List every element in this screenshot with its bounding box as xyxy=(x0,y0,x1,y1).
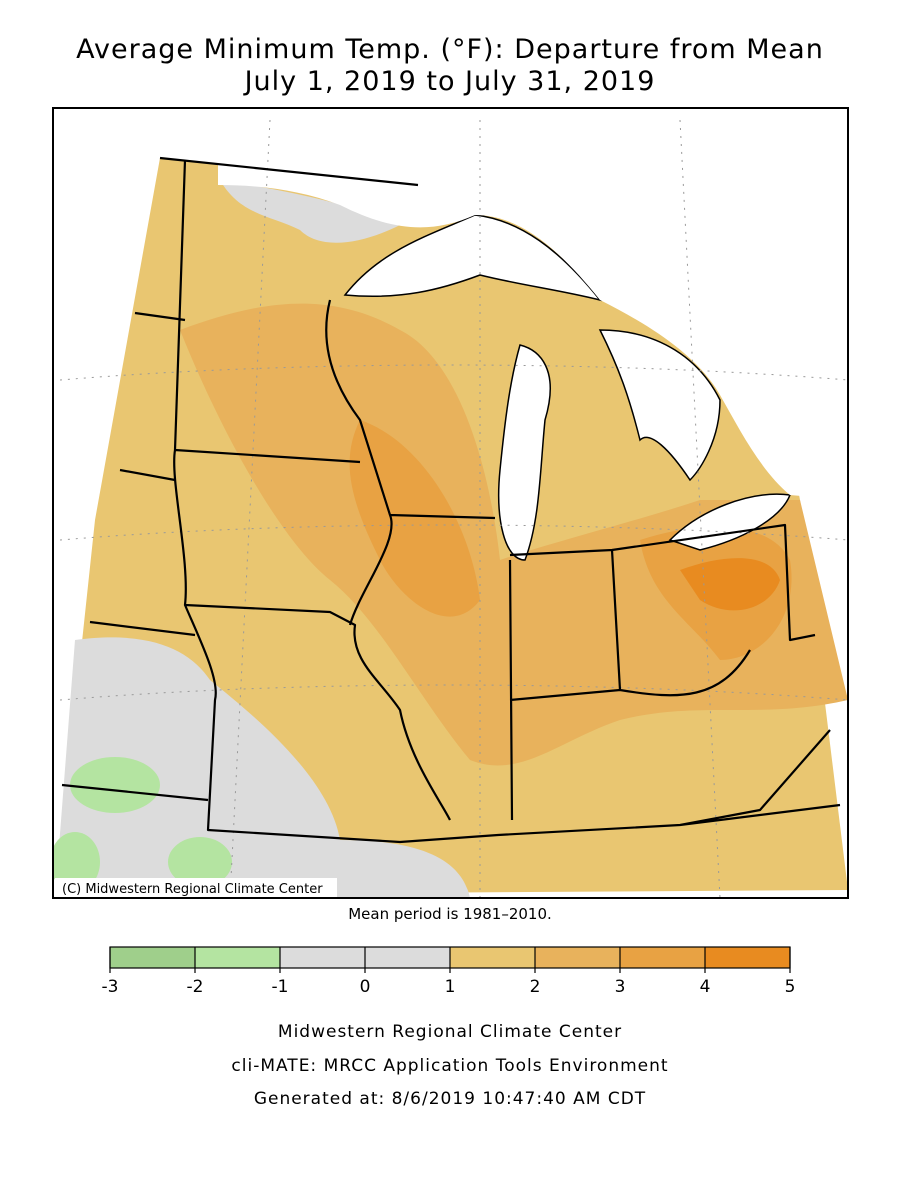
region xyxy=(168,837,232,887)
legend-tick-label: 4 xyxy=(700,977,711,997)
canada xyxy=(218,108,848,500)
region xyxy=(55,637,470,898)
legend-tick-label: 1 xyxy=(445,977,456,997)
map: (C) Midwestern Regional Climate Center xyxy=(52,107,849,899)
legend-tick-label: -1 xyxy=(272,977,289,997)
legend-tick-label: 0 xyxy=(360,977,371,997)
footer-line: cli-MATE: MRCC Application Tools Environ… xyxy=(231,1056,668,1076)
legend-tick-label: -2 xyxy=(187,977,204,997)
legend-swatch xyxy=(705,947,790,968)
region xyxy=(680,558,780,611)
credit-box xyxy=(55,878,337,897)
region xyxy=(53,832,100,892)
legend-swatch xyxy=(365,947,450,968)
state-border xyxy=(61,156,841,844)
subtitle: July 1, 2019 to July 31, 2019 xyxy=(243,66,656,97)
region xyxy=(220,180,400,243)
legend: -3 -2 -1 0 1 2 3 4 5 xyxy=(102,946,796,997)
region xyxy=(349,420,480,617)
footer-line: Midwestern Regional Climate Center xyxy=(278,1022,622,1042)
legend-swatch xyxy=(110,947,195,968)
title: Average Minimum Temp. (°F): Departure fr… xyxy=(76,34,824,65)
legend-tick-label: 2 xyxy=(530,977,541,997)
region xyxy=(70,757,160,813)
lake-huron xyxy=(598,329,721,482)
legend-swatch xyxy=(620,947,705,968)
footer-line: Generated at: 8/6/2019 10:47:40 AM CDT xyxy=(254,1089,646,1109)
legend-swatch xyxy=(450,947,535,968)
lake-michigan xyxy=(497,344,551,561)
legend-tick-label: 5 xyxy=(785,977,796,997)
legend-swatch xyxy=(195,947,280,968)
legend-tick-label: 3 xyxy=(615,977,626,997)
legend-swatch xyxy=(280,947,365,968)
map-frame xyxy=(52,107,849,899)
legend-swatch xyxy=(535,947,620,968)
mean-note: Mean period is 1981–2010. xyxy=(348,905,552,923)
credit: (C) Midwestern Regional Climate Center xyxy=(62,882,323,897)
legend-tick-label: -3 xyxy=(102,977,119,997)
region xyxy=(180,303,848,766)
